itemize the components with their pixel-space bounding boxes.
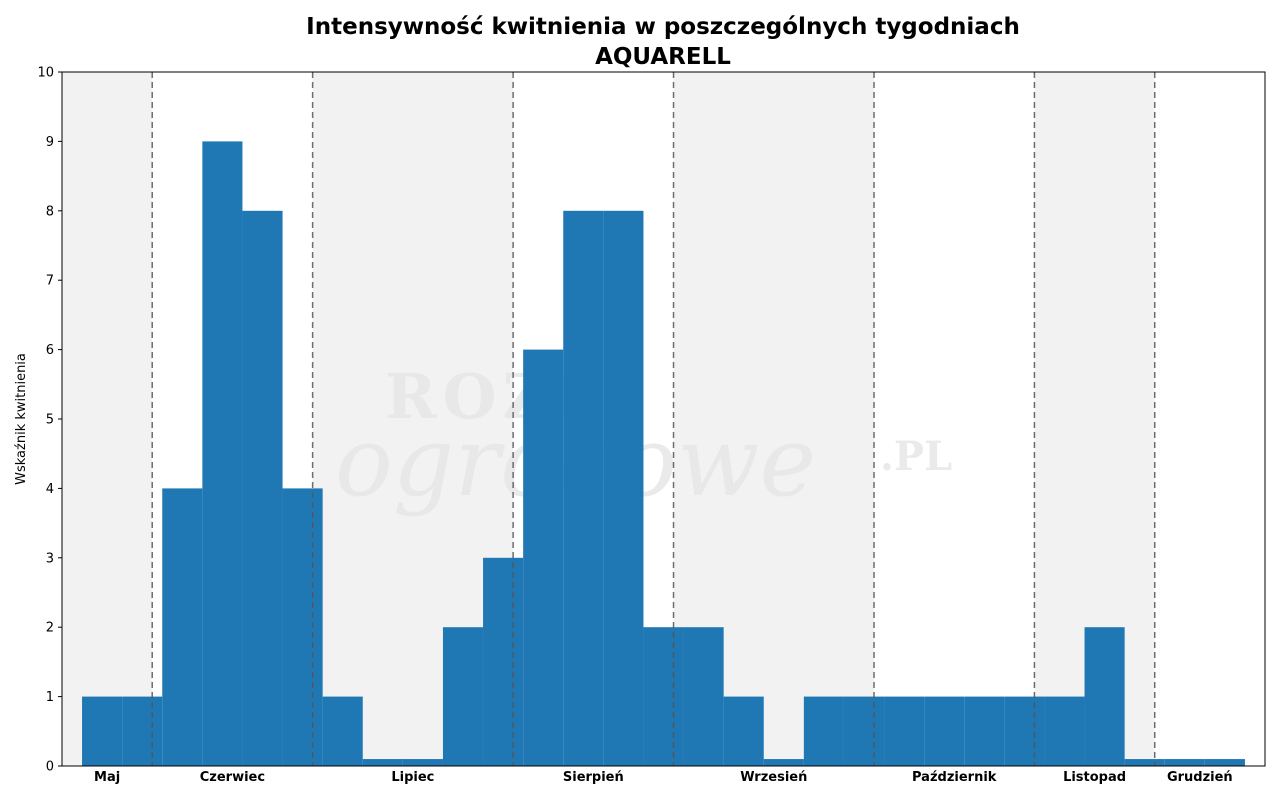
y-tick-label-2: 2 bbox=[46, 621, 54, 636]
bar-week-43 bbox=[1044, 696, 1085, 766]
bar-week-42 bbox=[1004, 696, 1045, 766]
bar-week-44 bbox=[1084, 627, 1125, 766]
bar-week-37 bbox=[803, 696, 844, 766]
bar-week-34 bbox=[683, 627, 724, 766]
bar-week-27 bbox=[402, 759, 443, 766]
bar-week-32 bbox=[603, 210, 644, 767]
month-label-5: Październik bbox=[912, 770, 997, 785]
bar-week-40 bbox=[924, 696, 965, 766]
bars bbox=[82, 141, 1245, 767]
bar-week-31 bbox=[563, 210, 604, 767]
chart-subtitle: AQUARELL bbox=[595, 44, 731, 70]
bar-week-19 bbox=[82, 696, 123, 766]
bar-week-26 bbox=[362, 759, 403, 766]
month-bands bbox=[62, 72, 1155, 766]
y-axis-label: Wskaźnik kwitnienia bbox=[14, 353, 29, 485]
bar-week-28 bbox=[442, 627, 484, 766]
month-dividers bbox=[151, 72, 1156, 766]
bar-week-45 bbox=[1124, 759, 1165, 766]
bar-week-22 bbox=[202, 141, 243, 766]
watermark-suffix: .PL bbox=[880, 433, 952, 480]
bar-week-36 bbox=[763, 759, 804, 766]
bar-week-25 bbox=[322, 696, 363, 766]
y-tick-label-0: 0 bbox=[46, 760, 54, 775]
month-label-0: Maj bbox=[94, 770, 120, 785]
y-tick-label-10: 10 bbox=[37, 66, 54, 81]
month-label-2: Lipiec bbox=[391, 770, 434, 785]
bar-week-41 bbox=[964, 696, 1005, 766]
y-tick-label-4: 4 bbox=[46, 482, 54, 497]
bar-week-23 bbox=[242, 210, 283, 767]
y-tick-label-9: 9 bbox=[46, 135, 54, 150]
y-tick-label-7: 7 bbox=[46, 274, 54, 289]
bar-week-33 bbox=[643, 627, 684, 766]
bar-week-30 bbox=[523, 349, 564, 766]
y-tick-label-3: 3 bbox=[46, 551, 54, 566]
bar-week-20 bbox=[122, 696, 163, 766]
month-label-6: Listopad bbox=[1063, 770, 1126, 785]
bar-week-29 bbox=[483, 557, 524, 766]
month-label-3: Sierpień bbox=[563, 770, 624, 785]
bar-week-39 bbox=[884, 696, 925, 766]
bar-week-24 bbox=[282, 488, 323, 766]
bar-week-47 bbox=[1204, 759, 1245, 766]
y-axis: 0 1 2 3 4 5 6 7 8 9 10 bbox=[37, 66, 62, 775]
y-tick-label-1: 1 bbox=[46, 690, 54, 705]
bar-week-35 bbox=[723, 696, 764, 766]
month-label-7: Grudzień bbox=[1167, 770, 1233, 785]
bar-week-21 bbox=[162, 488, 203, 766]
y-tick-label-6: 6 bbox=[46, 343, 54, 358]
bar-week-38 bbox=[843, 696, 885, 766]
chart-title: Intensywność kwitnienia w poszczególnych… bbox=[306, 14, 1020, 40]
x-axis-month-labels: Maj Czerwiec Lipiec Sierpień Wrzesień Paździe… bbox=[94, 770, 1233, 785]
y-tick-label-5: 5 bbox=[46, 413, 54, 428]
month-label-1: Czerwiec bbox=[200, 770, 265, 785]
bar-week-46 bbox=[1164, 759, 1205, 766]
month-band-0 bbox=[62, 72, 153, 766]
month-label-4: Wrzesień bbox=[740, 770, 807, 785]
y-tick-label-8: 8 bbox=[46, 204, 54, 219]
